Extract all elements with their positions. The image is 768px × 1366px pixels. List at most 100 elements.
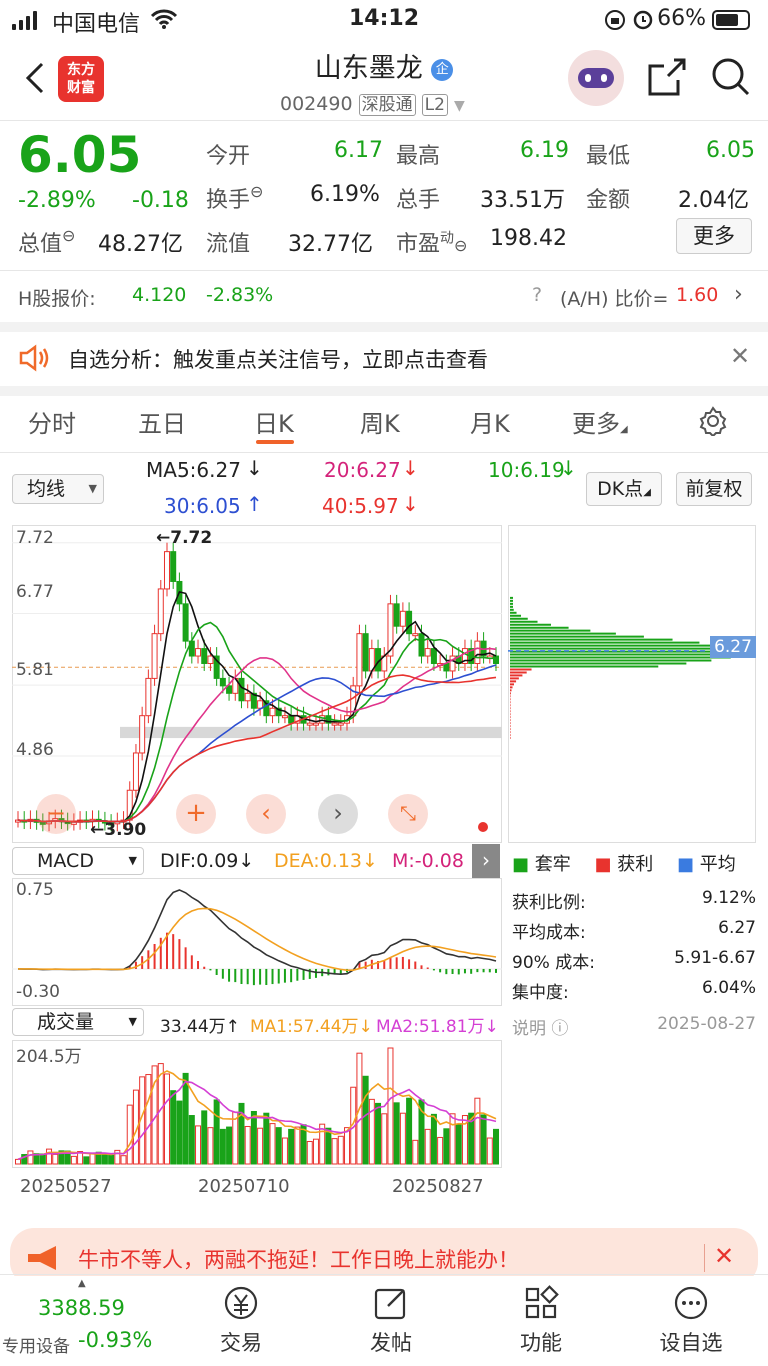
volume-bar	[201, 1110, 208, 1165]
stock-code: 002490	[280, 93, 353, 115]
fullscreen-button[interactable]: ⤡	[388, 794, 428, 834]
macd-top: 0.75	[16, 880, 54, 900]
candle	[430, 648, 437, 664]
y-tick: 7.72	[16, 528, 54, 548]
ma40-line	[17, 674, 497, 823]
tab-more[interactable]: 更多◢	[572, 410, 628, 438]
robot-avatar[interactable]	[568, 50, 624, 106]
macd-select[interactable]: MACD ▼	[12, 847, 144, 875]
candle	[412, 633, 419, 637]
support-band	[120, 726, 502, 739]
volume-select[interactable]: 成交量 ▼	[12, 1008, 144, 1036]
volume-ma2: MA2:51.81万↓	[376, 1017, 499, 1037]
candle	[219, 677, 226, 687]
candle	[418, 633, 425, 657]
volume-bar	[437, 1136, 444, 1165]
notice-bar[interactable]: 自选分析：触发重点关注信号，立即点击查看 ✕	[0, 332, 768, 386]
more-dots-icon	[674, 1286, 708, 1320]
expand-arrow[interactable]: ›	[472, 844, 500, 878]
change-percent: -2.89%	[18, 188, 96, 213]
close-icon[interactable]: ✕	[730, 342, 751, 370]
zoom-out-button[interactable]: −	[36, 794, 76, 834]
info-icon[interactable]: ⊖	[454, 236, 468, 255]
app-logo[interactable]: 东方 财富	[58, 56, 104, 102]
volume-bar	[325, 1127, 332, 1165]
carrier: 中国电信	[52, 12, 141, 37]
dk-point-button[interactable]: DK点◢	[586, 472, 662, 506]
info-icon[interactable]: ⓘ	[551, 1019, 569, 1039]
hshare-row[interactable]: H股报价: 4.120 -2.83% ? (A/H) 比价= 1.60 ›	[0, 270, 768, 322]
enterprise-badge: 企	[431, 58, 454, 81]
ma-select[interactable]: 均线 ▼	[12, 474, 104, 504]
volume-bar	[393, 1102, 400, 1165]
more-button[interactable]: 更多	[676, 218, 752, 254]
candle	[207, 655, 214, 664]
volume-bar	[89, 1152, 96, 1165]
status-bar: 中国电信 14:12 66%	[0, 0, 768, 40]
volume-bar	[406, 1097, 413, 1165]
volume-bar	[288, 1128, 295, 1165]
volume-bar	[21, 1154, 28, 1165]
candle	[350, 685, 357, 717]
nav-trade[interactable]: 交易	[196, 1284, 286, 1357]
back-icon[interactable]	[22, 60, 48, 96]
candle	[424, 648, 431, 657]
tab-monthly-k[interactable]: 月K	[470, 410, 510, 438]
mktcap-label: 总值⊖	[18, 226, 76, 257]
ma30-value: 30:6.05	[164, 494, 241, 518]
open: 6.17	[334, 138, 383, 163]
info-icon[interactable]: ⊖	[250, 182, 264, 201]
gear-icon[interactable]	[698, 406, 728, 436]
volume-bar	[58, 1150, 65, 1165]
help-icon[interactable]: ?	[532, 284, 543, 306]
index-widget[interactable]: ▲ 3388.59 专用设备 -0.93%	[0, 1276, 170, 1366]
price-adjust-button[interactable]: 前复权	[676, 472, 752, 506]
volume-bar	[263, 1112, 270, 1165]
kline-chart[interactable]	[12, 525, 502, 843]
chip-frame	[508, 525, 756, 843]
speaker-icon	[19, 344, 49, 372]
candle	[39, 821, 46, 825]
share-icon[interactable]	[646, 56, 688, 98]
change-amount: -0.18	[132, 188, 189, 213]
y-tick: 4.86	[16, 740, 54, 760]
chip-note[interactable]: 说明	[512, 1019, 546, 1039]
volume-bar	[126, 1104, 133, 1165]
macd-chart	[12, 878, 502, 1006]
candle	[337, 722, 344, 726]
volume-top: 204.5万	[16, 1047, 82, 1067]
x-date: 20250710	[198, 1176, 290, 1197]
search-icon[interactable]	[710, 56, 752, 98]
index-label: 专用设备	[2, 1337, 70, 1357]
hshare-pct: -2.83%	[206, 284, 274, 306]
tab-5day[interactable]: 五日	[138, 410, 186, 438]
live-dot	[478, 822, 488, 832]
volume-bar	[157, 1063, 164, 1165]
macd-dea: DEA:0.13↓	[274, 850, 378, 872]
close-icon[interactable]: ✕	[714, 1242, 735, 1270]
tab-intraday[interactable]: 分时	[28, 410, 76, 438]
volume-bar	[33, 1153, 40, 1165]
grid-icon	[525, 1285, 559, 1319]
next-button[interactable]: ›	[318, 794, 358, 834]
candle	[108, 822, 115, 826]
prev-button[interactable]: ‹	[246, 794, 286, 834]
chevron-right-icon: ›	[734, 282, 743, 307]
volume-bar	[238, 1102, 245, 1165]
candle	[443, 662, 450, 672]
nav-functions[interactable]: 功能	[496, 1284, 586, 1357]
pe-label: 市盈动⊖	[396, 230, 468, 257]
volume-frame	[12, 1040, 502, 1168]
tab-weekly-k[interactable]: 周K	[360, 410, 400, 438]
candle	[449, 655, 456, 672]
stock-name: 山东墨龙	[314, 53, 423, 84]
pe: 198.42	[490, 226, 567, 251]
zoom-in-button[interactable]: +	[176, 794, 216, 834]
open-label: 今开	[206, 144, 251, 169]
info-icon[interactable]: ⊖	[62, 226, 76, 245]
dropdown-icon[interactable]: ▼	[453, 98, 465, 114]
megaphone-icon	[28, 1246, 56, 1270]
tab-daily-k[interactable]: 日K	[254, 410, 294, 438]
nav-add-watchlist[interactable]: 设自选	[646, 1284, 736, 1357]
nav-post[interactable]: 发帖	[346, 1284, 436, 1357]
